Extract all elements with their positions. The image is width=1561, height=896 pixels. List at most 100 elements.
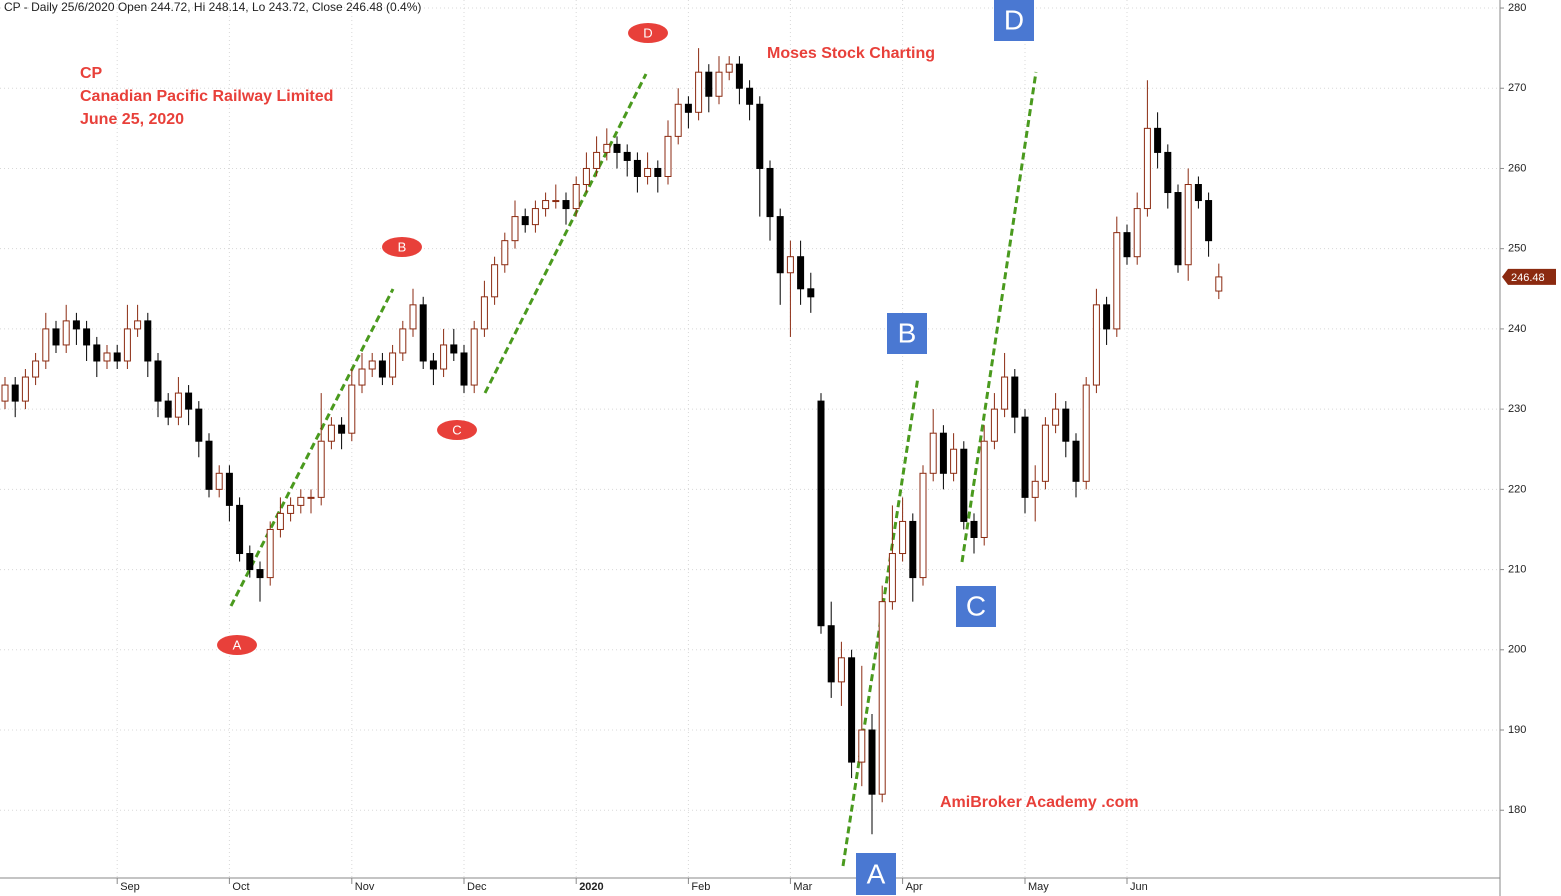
labels: A B C D A B C D — [217, 0, 1034, 895]
candle-body — [1174, 192, 1182, 266]
candle-body — [348, 384, 356, 434]
candle-body — [582, 167, 590, 186]
y-tick-label: 240 — [1508, 323, 1526, 335]
candle-body — [593, 151, 601, 169]
x-tick-label: Oct — [232, 881, 249, 893]
candle-body — [1184, 184, 1192, 266]
y-tick-label: 250 — [1508, 243, 1526, 255]
candle-body — [134, 320, 142, 330]
candle-body — [848, 657, 856, 763]
label: C — [452, 422, 461, 437]
candle-body — [797, 256, 805, 290]
candle-body — [623, 151, 631, 161]
candle-body — [32, 360, 40, 378]
candle-body — [103, 352, 111, 362]
label: C — [966, 590, 986, 621]
candle-body — [1103, 304, 1111, 330]
candle-body — [909, 520, 917, 579]
candle-body — [1021, 416, 1029, 498]
candle-body — [684, 103, 692, 113]
candle-body — [950, 448, 958, 474]
candle-body — [1062, 408, 1070, 442]
ticker: CP — [80, 65, 103, 82]
candle-body — [725, 63, 733, 73]
candle-body — [1164, 151, 1172, 194]
candle-body — [1052, 408, 1060, 426]
candle-body — [1113, 232, 1121, 330]
candle-body — [531, 208, 539, 226]
date: June 25, 2020 — [80, 111, 184, 128]
candle-body — [368, 360, 376, 370]
x-tick-label: Mar — [793, 881, 812, 893]
candle-body — [164, 400, 172, 418]
candle-body — [939, 432, 947, 474]
candle-body — [817, 400, 825, 627]
candle-body — [1205, 200, 1213, 242]
trend-line — [229, 288, 395, 607]
candle-body — [21, 376, 29, 402]
candle-body — [307, 496, 315, 499]
label: A — [233, 637, 242, 652]
candle-body — [480, 296, 488, 330]
y-tick-label: 200 — [1508, 644, 1526, 656]
y-tick-label: 190 — [1508, 724, 1526, 736]
label-marker — [382, 237, 422, 257]
candle-body — [399, 328, 407, 354]
candle-body — [1194, 184, 1202, 202]
candle-body — [144, 320, 152, 362]
candle-body — [776, 216, 784, 274]
candle-body — [83, 328, 91, 346]
candle-body — [899, 520, 907, 555]
candle-body — [837, 657, 845, 683]
candle-body — [419, 304, 427, 362]
x-tick-label: Feb — [691, 881, 710, 893]
label-box — [887, 313, 927, 354]
watermark: Moses Stock Charting — [767, 45, 935, 62]
candle-body — [807, 288, 815, 298]
candle-body — [644, 167, 652, 177]
candle-body — [858, 729, 866, 763]
trend-line — [483, 73, 648, 394]
label: B — [898, 317, 917, 348]
candle-body — [358, 368, 366, 386]
candle-body — [827, 625, 835, 683]
candle-body — [695, 71, 703, 113]
candle-body — [287, 504, 295, 514]
candle-body — [113, 352, 121, 362]
candle-body — [1082, 384, 1090, 482]
label-marker — [628, 23, 668, 43]
candle-body — [1215, 276, 1223, 292]
candle-body — [766, 167, 774, 218]
candle-body — [195, 408, 203, 442]
x-tick-label: 2020 — [579, 881, 603, 893]
label-box — [956, 586, 996, 627]
candles — [1, 48, 1223, 835]
candle-body — [1011, 376, 1019, 418]
candle-body — [654, 167, 662, 177]
candle-body — [1072, 440, 1080, 482]
last-price-label: 246.48 — [1511, 272, 1545, 284]
candle-body — [735, 63, 743, 89]
label-marker — [217, 635, 257, 655]
candle-body — [756, 103, 764, 169]
candle-body — [501, 240, 509, 266]
candle-body — [980, 440, 988, 538]
candle-body — [42, 328, 50, 362]
candle-body — [746, 87, 754, 105]
candle-body — [317, 440, 325, 498]
label-box — [856, 853, 896, 895]
candle-body — [552, 200, 560, 203]
candle-body — [246, 553, 254, 571]
label: D — [1004, 4, 1024, 35]
candle-body — [297, 496, 305, 506]
candle-body — [786, 256, 794, 274]
label: B — [398, 239, 407, 254]
x-tick-label: Nov — [355, 881, 375, 893]
candle-body — [1154, 127, 1162, 153]
candle-body — [409, 304, 417, 330]
candle-body — [11, 384, 19, 402]
candle-body — [705, 71, 713, 97]
candle-body — [52, 328, 60, 346]
candle-body — [878, 601, 886, 795]
candle-body — [888, 553, 896, 603]
